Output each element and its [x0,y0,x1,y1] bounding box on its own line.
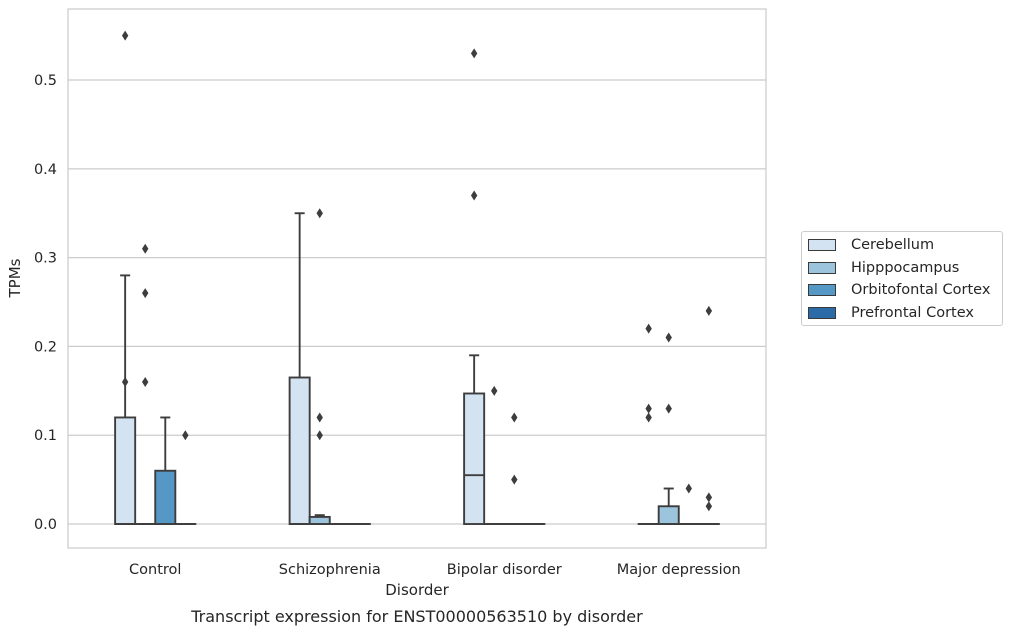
box-group [174,430,197,525]
legend-item-orbitofrontal-cortex: Orbitofontal Cortex [808,280,990,300]
x-tick-label: Bipolar disorder [447,562,562,578]
x-tick-label: Major depression [617,562,741,578]
box-group [154,416,177,525]
legend-item-hippocampus: Hipppocampus [808,258,959,278]
box-body [463,392,486,525]
x-axis-label: Disorder [385,581,449,599]
legend-swatch-cerebellum [808,239,836,251]
outlier-point [316,208,323,219]
outlier-point [121,376,129,387]
outlier-point [511,412,518,423]
outlier-point [121,30,129,41]
y-axis-label: TPMs [6,258,24,298]
outlier-point [470,190,478,201]
legend-label-cerebellum: Cerebellum [851,237,935,253]
y-tick-labels: 0.0 0.1 0.2 0.3 0.4 0.5 [34,73,57,533]
box-body [154,469,177,525]
box-group [463,48,486,525]
outlier-point [142,243,149,254]
outlier-point [511,474,518,485]
outlier-point [316,430,323,441]
outlier-point [685,483,692,494]
box-group [637,323,660,525]
y-tick-label: 0.4 [34,162,57,178]
x-tick-label: Schizophrenia [279,562,381,578]
outlier-point [705,305,713,316]
legend-item-cerebellum: Cerebellum [808,235,934,255]
box-group [697,305,720,525]
y-tick-label: 0.1 [34,428,57,444]
box-body [308,515,331,525]
chart-title: Transcript expression for ENST0000056351… [190,607,643,626]
outlier-point [142,376,149,387]
outlier-point [645,403,652,414]
outlier-point [665,403,672,414]
y-tick-label: 0.2 [34,339,57,355]
outlier-point [645,412,652,423]
y-tick-label: 0.3 [34,251,57,267]
y-tick-label: 0.5 [34,73,57,89]
legend-swatch-prefrontal-cortex [808,307,836,319]
box-body [657,505,680,525]
legend-label-orbitofrontal-cortex: Orbitofontal Cortex [851,282,991,298]
outlier-point [645,323,652,334]
box-group [134,243,157,525]
outlier-point [182,430,189,441]
box-group [114,30,137,525]
box-group [677,483,700,525]
box-group [308,208,331,525]
x-tick-label: Control [129,562,181,578]
box-group [483,385,506,525]
legend-swatch-orbitofrontal-cortex [808,284,836,296]
outlier-point [316,412,323,423]
outlier-point [705,501,713,512]
plot-area-frame [67,8,767,549]
outlier-point [142,288,149,299]
outlier-point [665,332,672,343]
legend-label-hippocampus: Hipppocampus [851,260,960,276]
y-tick-label: 0.0 [34,517,57,533]
legend-item-prefrontal-cortex: Prefrontal Cortex [808,303,974,323]
outlier-point [705,492,713,503]
legend: Cerebellum Hipppocampus Orbitofontal Cor… [801,231,1003,326]
outlier-point [470,48,478,59]
box-group [288,212,311,525]
grid-lines [68,79,766,525]
legend-swatch-hippocampus [808,262,836,274]
box-group [657,332,680,525]
boxes [114,30,720,525]
x-tick-labels: Control Schizophrenia Bipolar disorder Majo… [129,562,741,578]
outlier-point [491,385,498,396]
box-group [503,412,526,525]
legend-label-prefrontal-cortex: Prefrontal Cortex [851,305,974,321]
box-body [288,376,311,525]
box-body [114,416,137,525]
